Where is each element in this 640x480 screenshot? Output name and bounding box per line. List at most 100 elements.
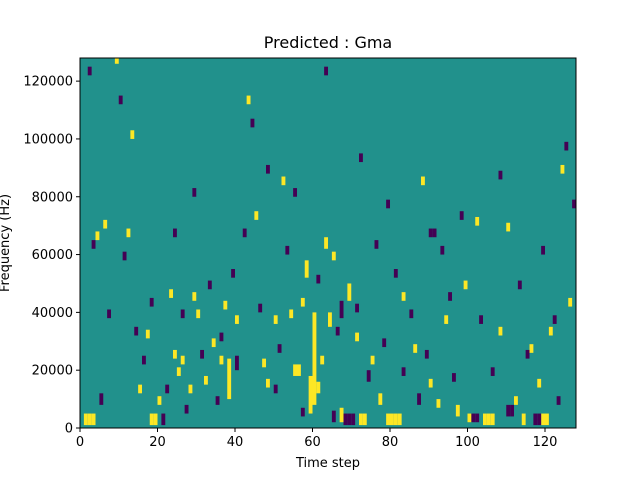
high-cell-62: [463, 280, 468, 290]
low-cell-4: [118, 95, 123, 105]
x-axis-label: Time step: [295, 456, 360, 471]
high-cell-17: [188, 384, 193, 394]
low-cell-58: [490, 367, 495, 376]
high-cell-2: [91, 413, 96, 426]
high-cell-30: [273, 315, 278, 324]
low-cell-28: [293, 188, 298, 197]
low-cell-33: [335, 326, 340, 336]
high-cell-74: [541, 413, 546, 426]
high-cell-70: [514, 396, 518, 405]
low-cell-38: [355, 303, 360, 313]
low-cell-43: [386, 199, 391, 209]
chart-title: Predicted : Gma: [264, 33, 392, 52]
low-cell-68: [556, 396, 561, 405]
high-cell-29: [266, 378, 270, 388]
high-cell-27: [254, 211, 259, 220]
low-cell-25: [273, 384, 278, 394]
low-cell-47: [417, 393, 422, 405]
low-cell-40: [366, 370, 371, 382]
low-cell-1: [91, 240, 96, 249]
low-cell-55: [471, 413, 476, 423]
low-cell-22: [250, 118, 255, 128]
low-cell-69: [564, 141, 569, 151]
high-cell-66: [486, 413, 491, 426]
high-cell-22: [219, 355, 224, 365]
low-cell-29: [300, 407, 305, 417]
low-cell-26: [277, 344, 282, 353]
high-cell-12: [157, 396, 162, 405]
high-cell-18: [192, 292, 197, 301]
y-tick-label-4: 80000: [32, 190, 73, 205]
high-cell-67: [490, 413, 495, 426]
high-cell-14: [173, 349, 177, 359]
y-tick-label-0: 0: [65, 422, 73, 437]
high-cell-32: [289, 309, 294, 319]
high-cell-11: [153, 413, 158, 426]
x-tick-label-5: 100: [455, 435, 480, 450]
high-cell-19: [196, 309, 201, 319]
high-cell-44: [339, 407, 344, 423]
low-cell-45: [401, 367, 406, 376]
low-cell-62: [517, 280, 522, 290]
high-cell-35: [300, 297, 305, 307]
low-cells: [87, 66, 577, 426]
high-cell-43: [331, 251, 336, 261]
low-cell-66: [541, 245, 546, 255]
low-cell-34: [339, 300, 344, 319]
low-cell-42: [382, 338, 387, 348]
low-cell-17: [215, 396, 220, 405]
high-cell-24: [227, 358, 232, 400]
high-cell-54: [397, 413, 402, 426]
low-cell-53: [452, 373, 456, 382]
high-cell-75: [545, 413, 549, 426]
low-cell-56: [475, 413, 480, 423]
low-cell-70: [572, 199, 577, 209]
low-cell-54: [459, 211, 464, 220]
high-cell-48: [362, 413, 367, 426]
plot-frame: [79, 57, 577, 429]
y-axis-label: Frequency (Hz): [0, 194, 13, 292]
high-cell-34: [297, 364, 301, 376]
high-cell-15: [176, 367, 181, 376]
low-cell-2: [99, 393, 104, 405]
low-cell-13: [184, 404, 189, 414]
low-cell-60: [506, 404, 511, 417]
high-cell-45: [347, 283, 352, 301]
low-cell-61: [510, 404, 515, 417]
low-cell-52: [448, 292, 453, 301]
x-axis: 0 20 40 60 80 100 120: [76, 428, 558, 450]
low-cell-31: [324, 66, 329, 76]
high-cell-46: [355, 332, 360, 342]
low-cell-63: [525, 349, 530, 359]
high-cell-40: [320, 355, 325, 365]
high-cell-0: [83, 413, 88, 426]
high-cell-57: [421, 176, 425, 186]
low-cell-11: [173, 228, 177, 238]
high-cell-49: [370, 355, 375, 365]
low-cell-57: [479, 315, 484, 324]
high-cell-39: [316, 381, 321, 394]
high-cell-26: [246, 95, 251, 105]
high-cell-55: [401, 292, 406, 301]
high-cell-3: [95, 231, 100, 241]
low-cell-8: [149, 297, 154, 307]
low-cell-65: [537, 413, 542, 426]
high-cell-8: [138, 384, 143, 394]
low-cell-12: [180, 309, 185, 319]
low-cell-32: [331, 410, 336, 423]
high-cell-58: [428, 378, 433, 388]
high-cell-73: [537, 378, 542, 388]
x-tick-label-6: 120: [533, 435, 558, 450]
y-tick-label-3: 60000: [32, 248, 73, 263]
high-cell-6: [126, 228, 131, 238]
low-cell-21: [242, 228, 247, 238]
high-cell-13: [169, 289, 174, 298]
high-cell-37: [308, 375, 313, 414]
low-cell-36: [347, 413, 352, 426]
high-cell-42: [328, 312, 332, 327]
low-cell-37: [351, 413, 356, 426]
x-tick-label-3: 60: [304, 435, 321, 450]
high-cell-10: [149, 413, 154, 426]
high-cell-72: [529, 344, 534, 353]
low-cell-19: [231, 269, 236, 278]
